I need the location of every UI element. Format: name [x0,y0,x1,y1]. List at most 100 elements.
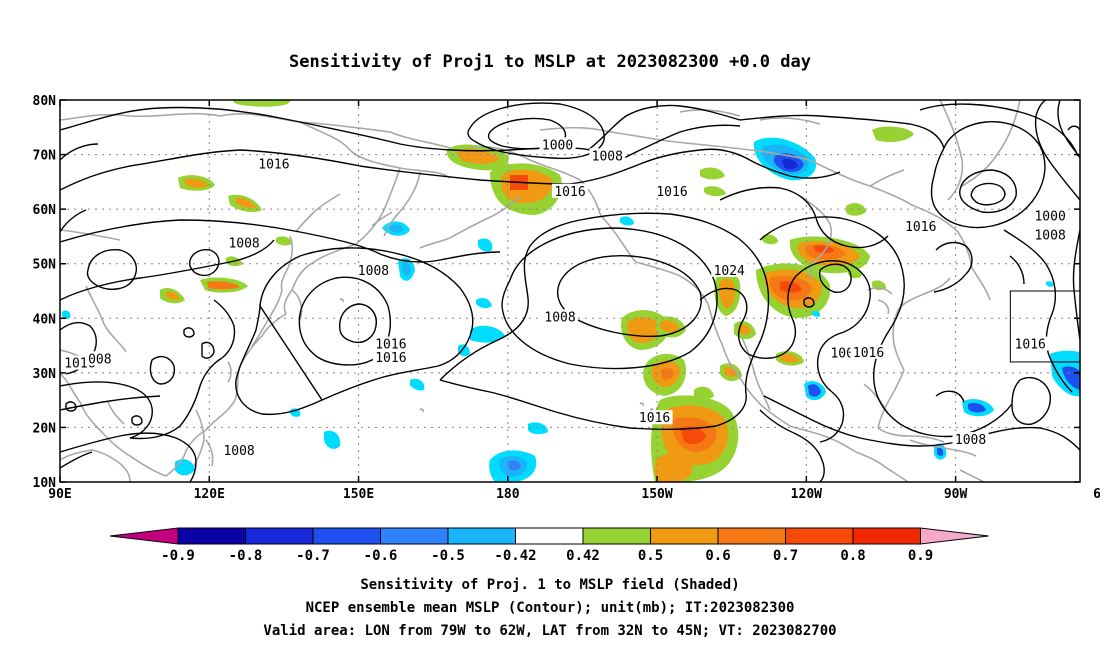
contour-label: 1008 [358,264,389,279]
contour-label-bg [850,344,887,359]
lat-tick-label: 40N [33,312,57,327]
contour-label-bg [636,410,673,425]
colorbar-tick-label: -0.6 [364,548,398,564]
shade-blob [276,236,292,246]
shade-blob [324,430,341,449]
colorbar-tick-label: -0.9 [161,548,195,564]
lon-tick-label: 90W [944,487,968,502]
map-frame [59,99,1081,483]
contour-label-bg [372,336,409,351]
colorbar-tick-label: -0.5 [431,548,465,564]
lon-tick-label: 180 [496,487,520,502]
colorbar-tick-label: 0.6 [705,548,730,564]
colorbar-segment [650,527,719,545]
contour-label-bg [542,309,579,324]
shade-blob [738,324,751,335]
colorbar-tick-label: -0.42 [494,548,536,564]
colorbar-segment [245,527,314,545]
shade-blob [968,402,986,413]
shade-blob [780,281,802,293]
colorbar-tick-label: 0.9 [908,548,933,564]
shade-blob [762,234,778,245]
shade-blob [780,353,799,363]
contour-label: 1008 [955,433,986,448]
shade-blob [660,367,674,380]
contour-label: 1000 [542,138,573,153]
contour-label: 008 [88,352,111,367]
colorbar-segment [447,527,516,545]
shade-blob [620,216,634,226]
shade-blob [478,238,493,252]
shade-blob [528,422,548,435]
lon-tick-label: 120W [791,487,822,502]
sensitivity-shading-layer [62,100,1080,482]
shade-blob [700,167,725,180]
contour-label: 1016 [656,185,687,200]
lat-tick-label: 60N [33,203,57,218]
shade-blob [184,178,208,188]
mslp-contours-layer [60,100,1080,482]
contour-label-bg [1012,336,1049,351]
shade-blob [846,203,866,216]
shade-blob [654,453,693,482]
contour-label-bg [589,148,626,163]
lat-tick-label: 50N [33,258,57,273]
shade-blob [458,344,470,357]
lat-tick-label: 70N [33,149,57,164]
lat-tick-label: 30N [33,367,57,382]
shade-blob [872,126,914,142]
contour-label: 1016 [853,346,884,361]
lat-tick-label: 20N [33,421,57,436]
contour-label-bg [372,350,409,365]
contour-label-bg [221,442,258,457]
shade-blob [166,291,180,300]
contour-label-bg [552,183,588,198]
lat-tick-label: 80N [33,94,57,109]
valid-area-box [1009,290,1080,363]
shade-blob [470,325,505,343]
contour-label: 1008 [592,149,623,164]
shade-blob [456,149,500,164]
contour-label-bg [1032,227,1069,242]
lon-tick-label: 150E [343,487,374,502]
colorbar-upper-triangle [920,527,989,545]
shade-blob [508,460,521,471]
shade-blob [236,197,256,209]
colorbar-segment [380,527,449,545]
colorbar-tick-label: 0.5 [638,548,663,564]
contour-label: 1024 [714,264,745,279]
shade-blob [402,262,411,276]
shade-blob [812,310,821,317]
contour-label-bg [654,183,690,198]
colorbar-segment [852,527,921,545]
contour-label: 1000 [1034,209,1065,224]
colorbar-segment [785,527,854,545]
contour-label: 1016 [639,411,670,426]
colorbar-segment [515,527,584,545]
colorbar: -0.9 -0.8 -0.7 -0.6 -0.5 -0.42 0.42 0.5 0.6 0.7 0.… [109,527,989,564]
shade-blob [814,245,834,254]
contour-label: 1016 [375,338,406,353]
colorbar-segment [177,527,246,545]
contour-label: 1008 [544,310,575,325]
contour-label-bg [902,219,939,234]
contour-label: 1016 [258,157,289,172]
colorbar-tick-label: -0.7 [296,548,330,564]
shade-blob [704,186,726,197]
colorbar-segment [312,527,381,545]
lon-tick-label: 90E [48,487,71,502]
contour-label-bg [1032,208,1069,223]
contour-label: 1016 [1015,338,1046,353]
coastline-layer [60,100,1021,482]
contour-label-bg [255,156,292,171]
caption-line-1: Sensitivity of Proj. 1 to MSLP field (Sh… [360,577,739,593]
colorbar-segment [717,527,786,545]
contour-label: 1008 [223,444,254,459]
contour-label: 1016 [375,351,406,366]
shade-blob [476,298,492,309]
contour-label-bg [355,262,392,277]
caption-line-3: Valid area: LON from 79W to 62W, LAT fro… [263,623,836,639]
map-axes: 10N 20N 30N 40N 50N 60N 70N 80N 90E 120E 150E 180 15… [33,94,1100,502]
shade-blob [232,100,291,107]
